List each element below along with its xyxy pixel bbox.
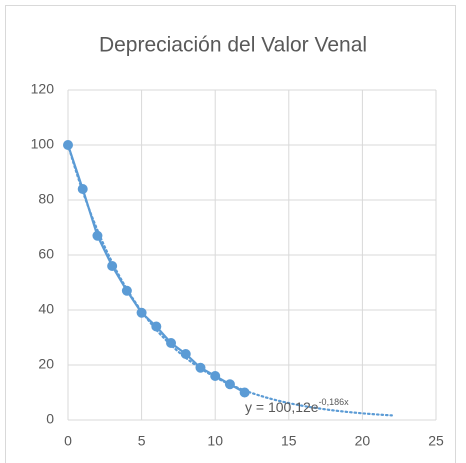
point <box>224 379 235 390</box>
y-tick-label: 60 <box>38 246 54 262</box>
y-tick-label: 120 <box>31 81 55 97</box>
y-tick-label: 100 <box>31 136 55 152</box>
y-tick-label: 80 <box>38 191 54 207</box>
point <box>107 261 118 271</box>
x-tick-label: 20 <box>355 433 371 449</box>
trendline-equation: y = 100,12e-0,186x <box>245 397 349 414</box>
point <box>151 321 162 332</box>
x-tick-label: 10 <box>207 433 223 449</box>
point <box>92 230 103 241</box>
point <box>77 184 88 194</box>
point <box>195 362 206 373</box>
trendline-equation-base: y = 100,12e <box>245 399 319 415</box>
point <box>136 307 147 318</box>
point <box>121 285 132 296</box>
x-tick-label: 0 <box>64 433 72 449</box>
chart-title: Depreciación del Valor Venal <box>99 34 367 57</box>
point <box>166 338 177 348</box>
chart-frame <box>5 5 456 463</box>
point <box>239 387 250 398</box>
point <box>180 349 191 359</box>
trendline-equation-exponent: -0,186x <box>319 397 350 407</box>
y-tick-label: 20 <box>38 356 54 372</box>
y-tick-label: 0 <box>46 411 54 427</box>
x-tick-label: 5 <box>138 433 146 449</box>
point <box>63 140 73 150</box>
point <box>210 371 221 381</box>
x-tick-label: 15 <box>281 433 297 449</box>
x-tick-label: 25 <box>428 433 444 449</box>
y-tick-label: 40 <box>38 301 54 317</box>
